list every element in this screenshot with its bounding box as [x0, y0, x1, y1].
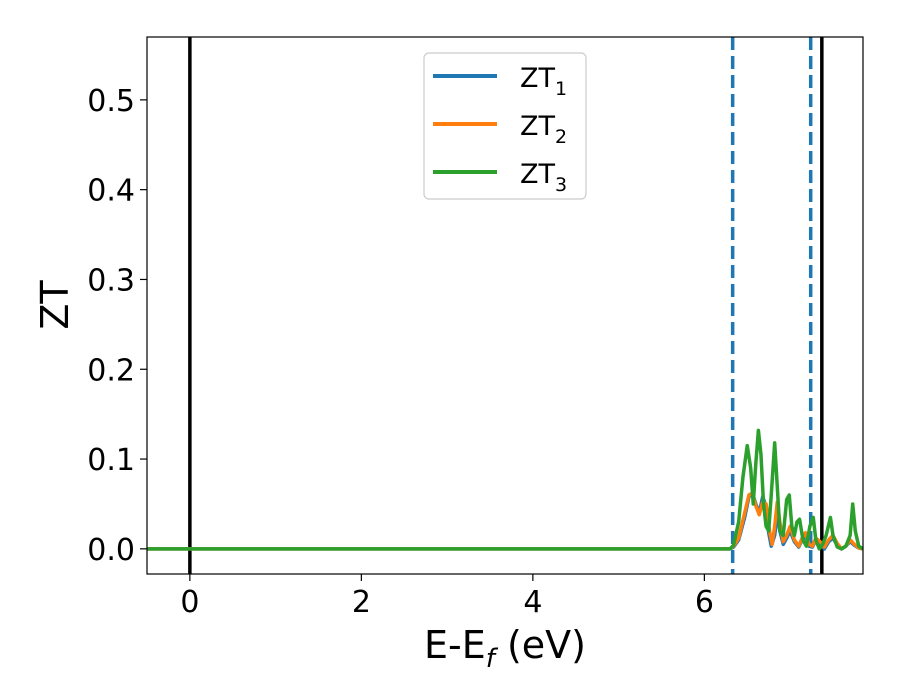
- series-line-zt3: [147, 428, 863, 551]
- legend: ZT1 ZT2 ZT3: [423, 52, 587, 200]
- y-tick-label: 0.0: [87, 533, 135, 568]
- y-tick-label: 0.4: [87, 174, 135, 209]
- vertical-reference-lines: [188, 37, 824, 574]
- legend-box: [423, 52, 587, 200]
- x-label-unit: (eV): [495, 623, 586, 667]
- y-axis: 0.0 0.1 0.2 0.3 0.4 0.5: [87, 84, 147, 568]
- legend-label: ZT1: [520, 63, 567, 100]
- x-tick-label: 6: [695, 585, 714, 620]
- x-axis: 0 2 4 6: [180, 574, 714, 620]
- x-tick-label: 4: [523, 585, 542, 620]
- y-tick-label: 0.5: [87, 84, 135, 119]
- y-axis-label: ZT: [33, 280, 77, 330]
- y-tick-label: 0.1: [87, 443, 135, 478]
- x-tick-label: 2: [352, 585, 371, 620]
- plot-frame: [146, 36, 864, 575]
- y-tick-label: 0.2: [87, 353, 135, 388]
- x-label-main: E-E: [424, 623, 486, 667]
- y-tick-label: 0.3: [87, 263, 135, 298]
- legend-label: ZT2: [520, 111, 567, 148]
- legend-label: ZT3: [520, 159, 567, 196]
- x-tick-label: 0: [180, 585, 199, 620]
- x-axis-label: E-Ef (eV): [424, 623, 586, 674]
- series-lines: [147, 428, 863, 551]
